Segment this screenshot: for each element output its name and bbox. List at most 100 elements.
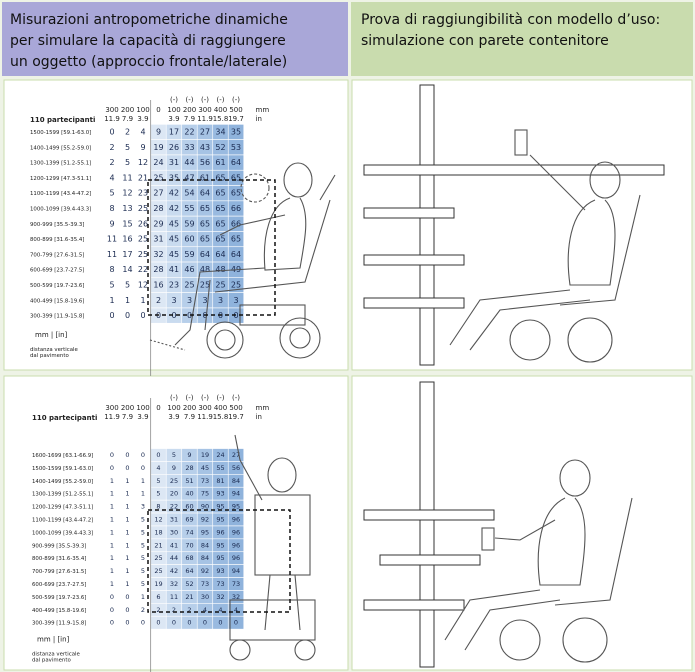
cell-value: 32 [216,593,224,601]
column-mm: 500 [229,404,242,412]
column-sign: (-) [217,96,225,104]
cell-value: 42 [169,204,179,213]
column-mm: 100 [167,106,180,114]
reach-zone [147,509,291,613]
cell-value: 19 [154,580,162,588]
cell-value: 65 [215,219,225,228]
column-sign: (-) [201,394,209,402]
cell-value: 45 [169,219,179,228]
cell-value: 1 [110,554,114,562]
cell-value: 2 [172,606,176,614]
cell-value: 6 [156,593,160,601]
unit-mm: mm [256,404,270,412]
cell-value: 56 [200,158,210,167]
row-label: 1200-1299 [47.3-51.1] [30,176,91,182]
column-mm: 0 [156,404,160,412]
cell-value: 68 [185,554,193,562]
cell-value: 5 [141,528,145,536]
cell-value: 0 [172,619,176,627]
cell-value: 74 [185,528,193,536]
cell-value: 44 [170,554,178,562]
wall-scene-bottom [363,381,633,668]
cell-value: 2 [125,128,130,137]
figure-sideview [149,162,336,359]
cell-value: 0 [141,464,145,472]
panel [351,79,693,371]
cell-value: 64 [215,250,225,259]
cell-value: 0 [125,606,129,614]
column-in: 11.9 [104,413,120,421]
cell-value: 1 [125,567,129,575]
row-label: 1100-1199 [43.4-47.2] [30,191,91,197]
right-title-line: simulazione con parete contenitore [361,33,609,49]
cell-value: 30 [170,528,178,536]
column-sign: (-) [217,394,225,402]
cell-value: 0 [125,311,130,320]
cell-value: 27 [153,189,163,198]
cell-value: 69 [185,516,193,524]
cell-value: 25 [138,235,148,244]
column-sign: (-) [186,96,194,104]
cell-value: 64 [231,250,241,259]
cell-value: 0 [110,619,114,627]
cell-value: 24 [153,158,163,167]
cell-value: 9 [156,128,161,137]
cell-value: 2 [109,158,114,167]
cell-value: 2 [187,606,191,614]
cell-value: 95 [216,541,224,549]
column-in: 11.9 [104,115,120,123]
cell-value: 96 [232,554,240,562]
cell-value: 1 [141,490,145,498]
cell-value: 65 [215,204,225,213]
cell-value: 25 [138,204,148,213]
cell-value: 5 [109,189,114,198]
cell-value: 16 [122,235,132,244]
cell-value: 1 [140,296,145,305]
cell-value: 9 [172,464,176,472]
cell-value: 1 [125,541,129,549]
cell-value: 32 [153,250,163,259]
cell-value: 65 [231,235,241,244]
cell-value: 26 [169,143,179,152]
cell-value: 0 [187,619,191,627]
cell-value: 0 [218,619,222,627]
cell-value: 93 [216,490,224,498]
column-in: 11.9 [197,413,213,421]
column-sign: (-) [232,96,240,104]
cell-value: 0 [234,619,238,627]
cell-value: 95 [216,503,224,511]
column-in: 7.9 [184,115,195,123]
cell-value: 55 [184,204,194,213]
cell-value: 27 [232,451,240,459]
cell-value: 65 [215,189,225,198]
cell-value: 1 [109,296,114,305]
column-mm: 0 [156,106,160,114]
cell-value: 61 [215,158,225,167]
cell-value: 9 [140,143,145,152]
cell-value: 22 [170,503,178,511]
axis-note: distanza verticale [30,347,79,353]
cell-value: 96 [232,516,240,524]
cell-value: 92 [201,567,209,575]
cell-value: 5 [156,490,160,498]
column-in: 11.9 [197,115,213,123]
wall-scene-top [363,84,665,366]
column-in: 3.9 [137,115,148,123]
cell-value: 4 [156,464,160,472]
cell-value: 13 [122,204,132,213]
cell-value: 25 [184,281,194,290]
cell-value: 1 [125,296,130,305]
column-in: 3.9 [137,413,148,421]
cell-value: 1 [125,477,129,485]
row-label: 400-499 [15.8-19.6] [32,608,86,614]
cell-value: 65 [215,173,225,182]
column-in: 15.8 [213,115,229,123]
axis-note: dal pavimento [30,353,69,359]
cell-value: 19 [153,143,163,152]
cell-value: 5 [141,580,145,588]
cell-value: 15 [122,219,132,228]
row-label: 300-399 [11.9-15.8] [32,621,86,627]
cell-value: 0 [109,311,114,320]
cell-value: 3 [171,296,176,305]
cell-value: 73 [201,580,209,588]
